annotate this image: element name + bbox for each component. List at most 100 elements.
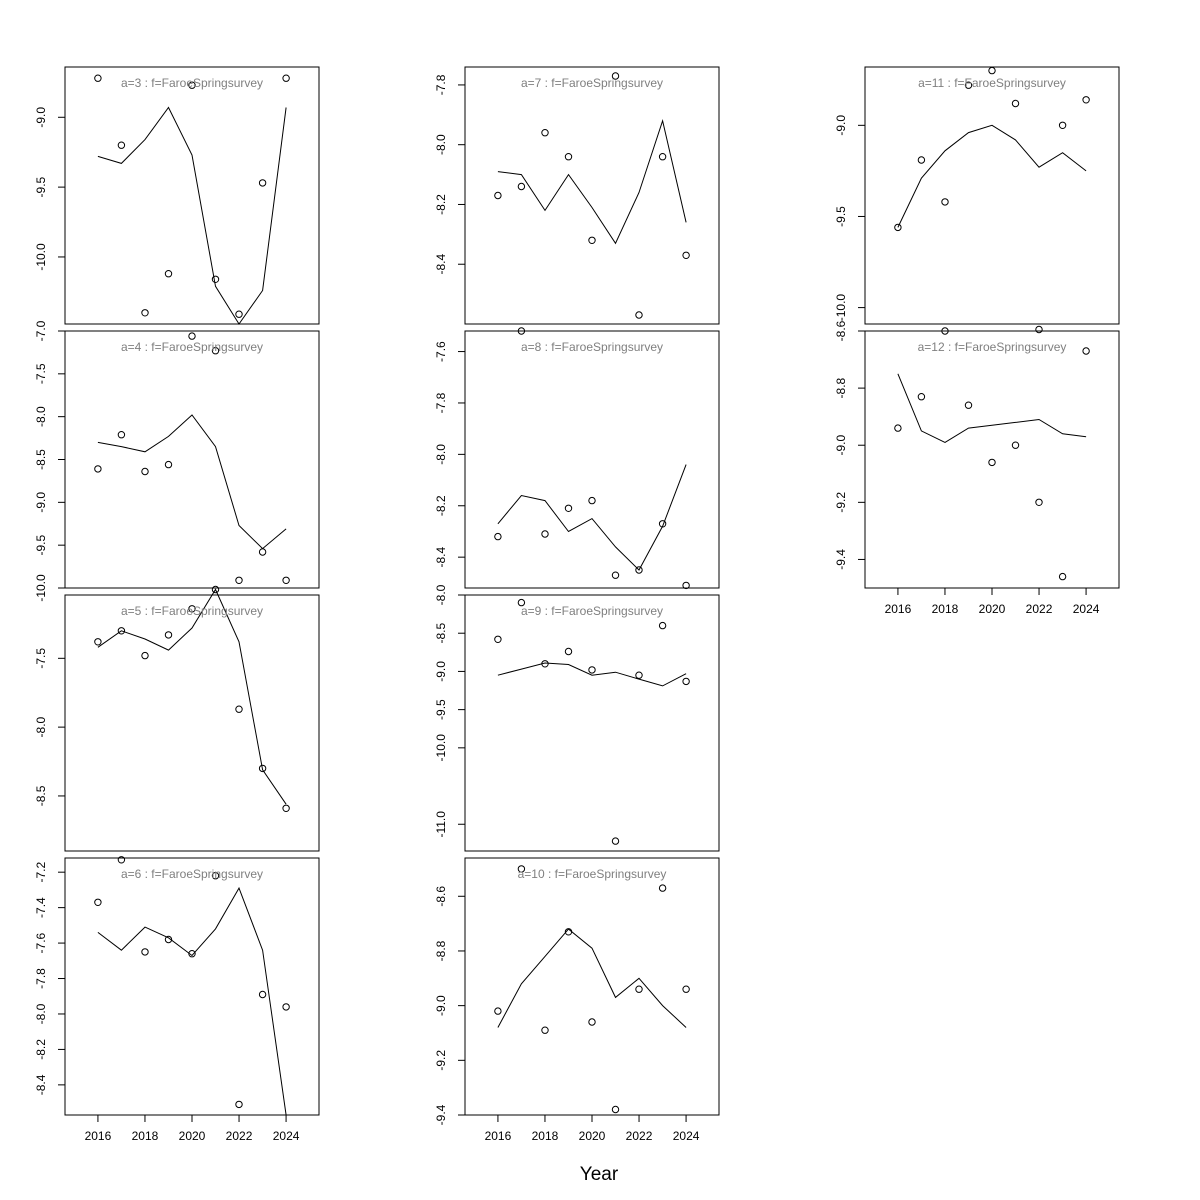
fitted-line (97, 886, 287, 1116)
observed-point (564, 647, 573, 656)
observed-point (117, 856, 126, 864)
fitted-line (897, 124, 1087, 228)
fitted-line (897, 373, 1087, 443)
observed-point (235, 310, 243, 318)
x-tick-label: 2020 (979, 602, 1006, 616)
x-tick-label: 2022 (226, 1129, 253, 1143)
observed-point (988, 66, 996, 75)
observed-point (917, 156, 926, 164)
observed-point (258, 548, 267, 556)
observed-point (141, 309, 149, 317)
fitted-line (497, 662, 687, 687)
observed-point (517, 327, 526, 335)
x-tick-label: 2020 (579, 1129, 606, 1143)
panel: -8.6 -8.8 -9.0 -9.2 -9.4 2016 2018 2020 2022 2024… (834, 320, 1120, 616)
y-tick-label: -8.0 (434, 134, 448, 155)
y-tick-label: -8.6 (834, 320, 848, 341)
panel-title: a=10 : f=FaroeSpringsurvey (518, 867, 667, 881)
observed-point (564, 153, 573, 161)
panel-title: a=12 : f=FaroeSpringsurvey (918, 340, 1067, 354)
panel-title: a=9 : f=FaroeSpringsurvey (521, 604, 663, 618)
observed-point (658, 621, 667, 630)
observed-point (941, 198, 949, 206)
y-tick-label: -9.2 (434, 1050, 448, 1071)
observed-point (682, 581, 690, 590)
observed-point (564, 928, 573, 936)
x-tick-label: 2018 (932, 602, 959, 616)
panel-grid: -9.0 -9.5 -10.0 a=3 : f=FaroeSpringsurvey -7… (34, 66, 1120, 1143)
y-tick-label: -7.5 (34, 363, 48, 384)
observed-point (941, 327, 949, 335)
panel-title: a=4 : f=FaroeSpringsurvey (121, 340, 263, 354)
panel: -7.5 -8.0 -8.5 a=5 : f=FaroeSpringsurvey (34, 585, 320, 852)
observed-point (588, 236, 596, 245)
y-tick-label: -7.8 (34, 968, 48, 989)
panel-frame (464, 66, 720, 325)
observed-point (211, 872, 220, 880)
observed-point (635, 311, 643, 319)
y-tick-label: -9.0 (434, 661, 448, 682)
x-tick-label: 2022 (1026, 602, 1053, 616)
y-tick-label: -9.0 (34, 107, 48, 128)
y-tick-label: -9.5 (834, 206, 848, 227)
y-tick-label: -8.5 (434, 623, 448, 644)
observed-point (211, 347, 220, 355)
y-tick-label: -9.0 (434, 995, 448, 1016)
y-tick-label: -9.4 (434, 1104, 448, 1125)
observed-point (635, 566, 643, 574)
x-tick-label: 2024 (1073, 602, 1100, 616)
y-tick-label: -9.5 (434, 699, 448, 720)
panel: -7.0 -7.5 -8.0 -8.5 -9.0 -9.5 -10.0 a=4 : f=Far… (34, 320, 320, 602)
observed-point (235, 1100, 243, 1109)
observed-point (188, 950, 196, 958)
observed-point (258, 179, 267, 187)
panel-frame (464, 857, 720, 1116)
y-tick-label: -8.0 (34, 406, 48, 427)
observed-point (682, 251, 690, 260)
observed-point (258, 990, 267, 999)
y-tick-label: -9.0 (834, 115, 848, 136)
observed-point (235, 705, 243, 713)
observed-point (564, 504, 573, 512)
y-tick-label: -7.0 (34, 320, 48, 341)
observed-point (188, 332, 196, 340)
y-tick-label: -9.2 (834, 492, 848, 513)
observed-point (894, 424, 902, 432)
fitted-line (97, 106, 287, 325)
panel-title: a=3 : f=FaroeSpringsurvey (121, 76, 263, 90)
y-tick-label: -8.4 (434, 254, 448, 275)
y-tick-label: -7.8 (434, 392, 448, 413)
observed-point (1058, 572, 1067, 581)
panel-title: a=6 : f=FaroeSpringsurvey (121, 867, 263, 881)
observed-point (541, 660, 549, 668)
y-tick-label: -8.8 (434, 940, 448, 961)
panel: -8.6 -8.8 -9.0 -9.2 -9.4 2016 2018 2020 2022 2024… (434, 857, 720, 1143)
y-tick-label: -9.4 (834, 549, 848, 570)
y-tick-label: -8.4 (434, 547, 448, 568)
y-tick-label: -7.8 (434, 74, 448, 95)
observed-point (164, 460, 173, 469)
observed-point (282, 74, 290, 82)
y-tick-label: -8.2 (434, 194, 448, 215)
x-tick-label: 2016 (85, 1129, 112, 1143)
y-tick-label: -9.0 (34, 492, 48, 513)
observed-point (541, 129, 549, 137)
x-tick-label: 2016 (485, 1129, 512, 1143)
fitted-line (97, 414, 287, 550)
x-tick-label: 2024 (273, 1129, 300, 1143)
observed-point (964, 401, 973, 409)
panel: -9.0 -9.5 -10.0 a=3 : f=FaroeSpringsurvey (34, 66, 320, 325)
observed-point (1035, 498, 1043, 506)
x-tick-label: 2018 (532, 1129, 559, 1143)
observed-point (1082, 347, 1090, 355)
y-tick-label: -9.5 (34, 535, 48, 556)
observed-point (282, 576, 290, 584)
observed-point (164, 270, 173, 278)
panel-frame (64, 594, 320, 852)
observed-point (588, 666, 596, 674)
fitted-line (497, 928, 687, 1028)
observed-point (117, 627, 126, 635)
panel-frame (864, 66, 1120, 325)
panel-title: a=8 : f=FaroeSpringsurvey (521, 340, 663, 354)
panel-frame (64, 66, 320, 325)
